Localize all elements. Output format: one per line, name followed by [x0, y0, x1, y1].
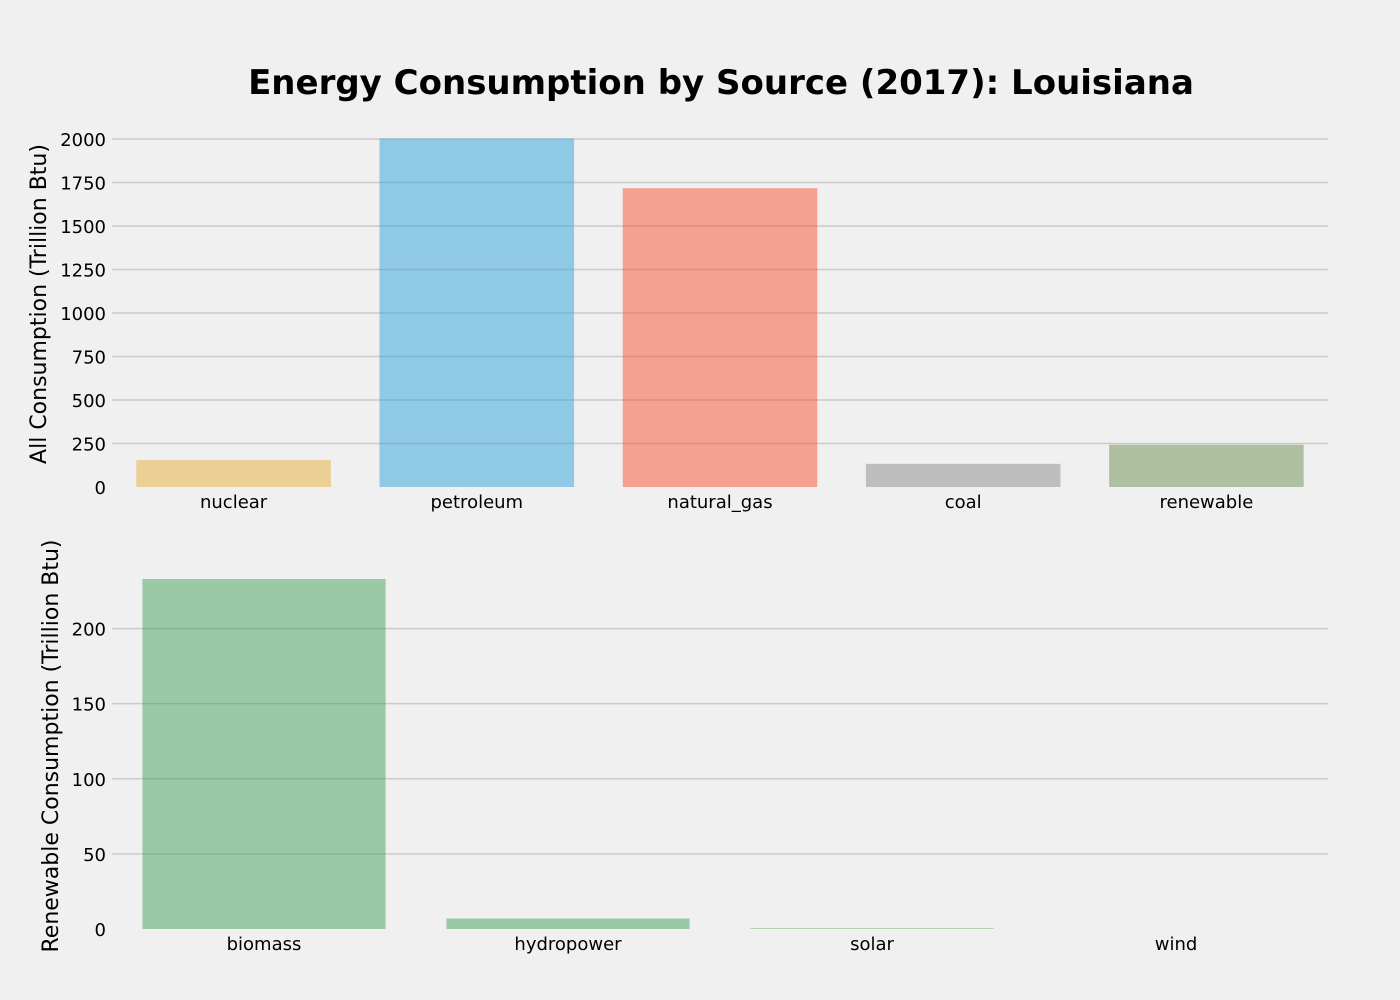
bar-natural_gas [622, 188, 818, 487]
x-tick-label: coal [945, 492, 982, 513]
bar-renewable [1109, 444, 1304, 487]
y-tick-label: 1750 [60, 174, 106, 195]
bar-nuclear [136, 460, 331, 487]
bar-petroleum [379, 138, 575, 487]
y-tick-label: 0 [95, 920, 106, 941]
y-tick-label: 250 [72, 435, 106, 456]
all-consumption-panel: All Consumption (Trillion Btu) 0 250 500 75… [27, 130, 1328, 513]
y-axis-label: All Consumption (Trillion Btu) [27, 144, 52, 464]
y-tick-label: 50 [83, 845, 106, 866]
y-tick-label: 150 [72, 695, 106, 716]
chart-title: Energy Consumption by Source (2017): Lou… [248, 63, 1194, 103]
x-tick-label: biomass [227, 934, 302, 955]
y-tick-label: 1500 [60, 217, 106, 238]
y-tick-label: 0 [95, 478, 106, 499]
renewable-consumption-panel: Renewable Consumption (Trillion Btu) 0 50… [39, 539, 1328, 955]
bar-biomass [142, 579, 386, 929]
y-tick-label: 500 [72, 391, 106, 412]
y-tick-label: 100 [72, 770, 106, 791]
x-tick-label: nuclear [200, 492, 268, 513]
bar-coal [865, 463, 1061, 487]
y-tick-label: 200 [72, 620, 106, 641]
x-tick-label: petroleum [431, 492, 524, 513]
x-tick-label: renewable [1159, 492, 1253, 513]
bar-solar [750, 928, 994, 929]
x-tick-label: solar [850, 934, 894, 955]
x-tick-label: hydropower [514, 934, 622, 955]
x-tick-label: wind [1155, 934, 1198, 955]
y-tick-label: 2000 [60, 130, 106, 151]
bar-hydropower [446, 918, 690, 929]
y-tick-label: 1250 [60, 261, 106, 282]
y-tick-label: 750 [72, 348, 106, 369]
x-tick-label: natural_gas [667, 492, 772, 513]
y-axis-label: Renewable Consumption (Trillion Btu) [39, 539, 64, 952]
y-tick-label: 1000 [60, 304, 106, 325]
